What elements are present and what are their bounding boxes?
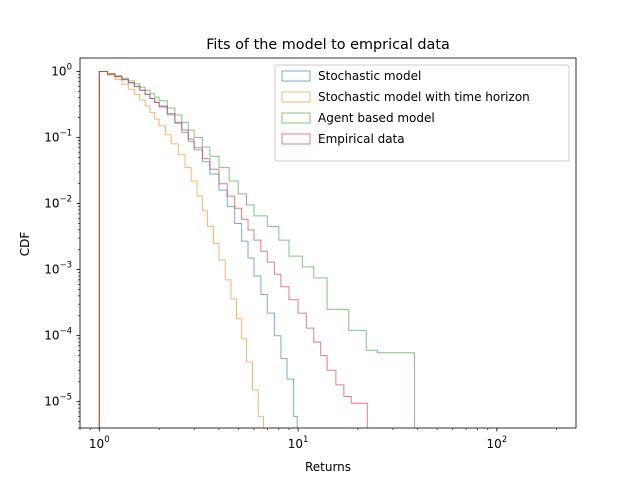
x-tick-label: 100 (89, 435, 110, 451)
chart-title: Fits of the model to emprical data (206, 37, 450, 53)
x-tick-label: 102 (487, 435, 508, 451)
legend-box (274, 64, 570, 162)
y-tick-label: 10−2 (44, 195, 72, 211)
legend-label: Stochastic model with time horizon (318, 90, 530, 104)
x-axis-label: Returns (305, 460, 351, 474)
y-tick-label: 10−3 (44, 261, 72, 277)
legend: Stochastic model Stochastic model with ti… (274, 64, 570, 162)
x-tick-label: 101 (288, 435, 309, 451)
axes: 100 101 102 10−5 10−4 10−3 10−2 10−1 100 (44, 57, 577, 451)
series-line-4 (98, 71, 368, 428)
legend-swatch (281, 112, 311, 124)
legend-label: Empirical data (318, 132, 405, 146)
axes-frame (79, 57, 577, 429)
y-tick-label: 10−4 (44, 327, 72, 343)
legend-label: Stochastic model (318, 69, 421, 83)
y-axis-label: CDF (18, 232, 32, 257)
legend-swatch (281, 91, 311, 103)
legend-label: Agent based model (318, 111, 435, 125)
y-tick-label: 10−1 (44, 129, 72, 145)
legend-swatch (281, 133, 311, 145)
plot-area (98, 71, 415, 428)
y-tick-label: 100 (51, 62, 72, 78)
series-line-1 (98, 71, 298, 428)
y-tick-label: 10−5 (44, 393, 72, 409)
series-line-3 (98, 71, 415, 428)
series-line-2 (98, 71, 264, 428)
legend-swatch (281, 70, 311, 82)
